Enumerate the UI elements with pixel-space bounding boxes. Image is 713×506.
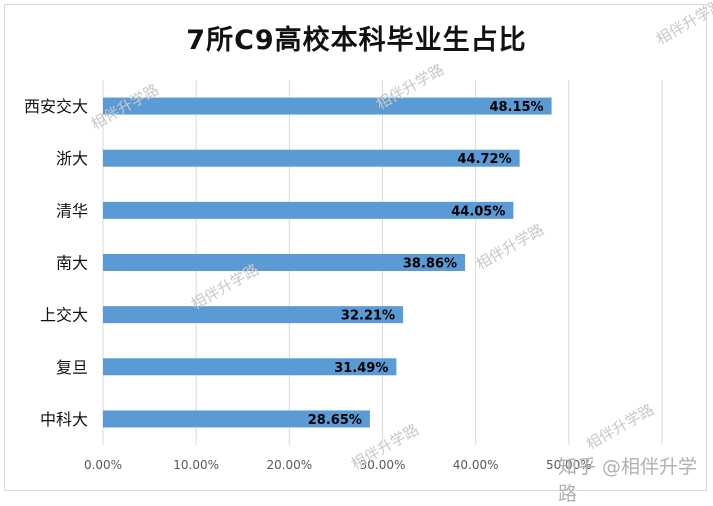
data-label: 44.05% xyxy=(451,204,505,219)
data-label: 28.65% xyxy=(308,413,362,428)
category-label: 南大 xyxy=(56,254,88,273)
x-tick-label: 20.00% xyxy=(266,458,312,472)
tick-labels: 0.00% 10.00% 20.00% 30.00% 40.00% 50.00% xyxy=(84,458,592,472)
bar xyxy=(103,358,397,376)
x-tick-label: 40.00% xyxy=(453,458,499,472)
category-label: 清华 xyxy=(56,201,88,220)
watermark-text: 相伴升学路 xyxy=(473,220,547,273)
category-label: 复旦 xyxy=(56,358,88,377)
bar xyxy=(103,306,404,324)
data-label: 31.49% xyxy=(334,361,388,376)
x-tick-label: 50.00% xyxy=(546,458,592,472)
category-label: 上交大 xyxy=(40,306,88,325)
watermark-text: 相伴升学路 xyxy=(583,400,657,453)
chart-frame xyxy=(4,4,707,491)
x-tick-label: 10.00% xyxy=(173,458,219,472)
data-label: 32.21% xyxy=(341,309,395,324)
x-tick-label: 30.00% xyxy=(360,458,406,472)
category-label: 中科大 xyxy=(40,410,88,429)
data-labels: 48.15% 44.72% 44.05% 38.86% 32.21% 31.49% 28.6… xyxy=(308,100,544,428)
bar xyxy=(103,201,514,219)
watermark-text: 相伴升学路 xyxy=(653,0,713,48)
bar xyxy=(103,254,466,271)
chart-title: 7所C9高校本科毕业生占比 xyxy=(186,25,527,56)
data-label: 44.72% xyxy=(457,152,511,167)
data-label: 48.15% xyxy=(489,100,543,115)
x-tick-label: 0.00% xyxy=(84,458,122,472)
category-label: 浙大 xyxy=(56,149,88,168)
bars xyxy=(103,97,552,428)
bar xyxy=(103,410,370,428)
data-label: 38.86% xyxy=(403,257,457,272)
bar xyxy=(103,97,552,115)
footer-watermark: 知乎 @相伴升学路 xyxy=(558,456,698,505)
bar xyxy=(103,149,520,167)
category-label: 西安交大 xyxy=(24,97,88,116)
